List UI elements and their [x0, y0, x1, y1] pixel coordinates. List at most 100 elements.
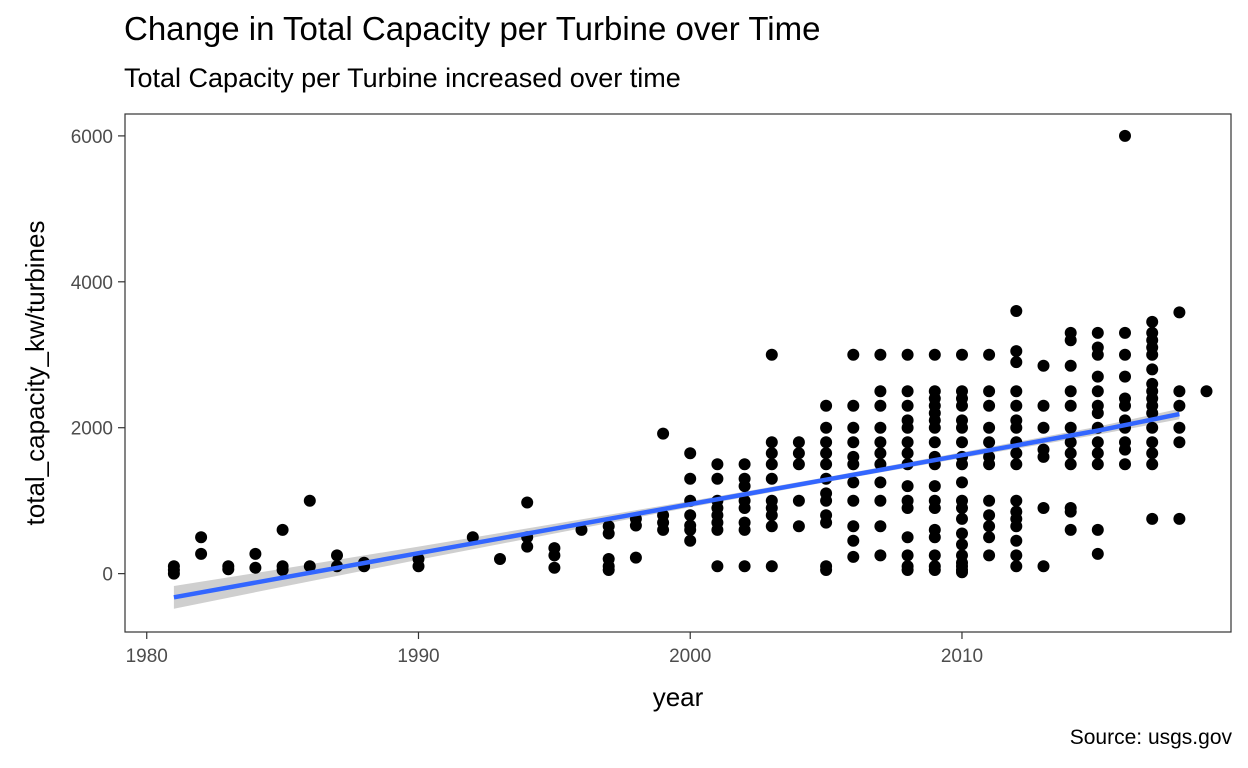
- x-tick-label: 2010: [941, 646, 983, 667]
- data-point: [1064, 447, 1077, 460]
- data-point: [1010, 345, 1023, 358]
- data-point: [1146, 421, 1159, 434]
- x-axis: 1980 1990 2000 2010: [126, 632, 983, 667]
- data-point: [847, 494, 860, 507]
- data-point: [792, 436, 805, 449]
- data-point: [1146, 315, 1159, 328]
- data-point: [1091, 547, 1104, 560]
- data-point: [1173, 512, 1186, 525]
- data-point: [249, 561, 262, 574]
- data-point: [1119, 348, 1131, 361]
- x-tick-label: 1980: [126, 646, 168, 667]
- data-point: [847, 348, 860, 361]
- data-point: [1091, 385, 1104, 398]
- data-point: [684, 534, 697, 547]
- data-point: [792, 494, 805, 507]
- data-point: [684, 519, 697, 532]
- y-axis: 0 2000 4000 6000: [71, 127, 125, 586]
- data-point: [1146, 447, 1159, 460]
- data-point: [901, 414, 914, 427]
- data-point: [901, 436, 914, 449]
- data-point: [684, 472, 697, 485]
- data-point: [901, 447, 914, 460]
- data-point: [820, 458, 833, 471]
- data-point: [983, 421, 996, 434]
- data-point: [1010, 385, 1023, 398]
- data-point: [1010, 414, 1023, 427]
- data-point: [1010, 549, 1023, 562]
- data-point: [847, 399, 860, 412]
- data-point: [956, 549, 968, 562]
- data-point: [1010, 560, 1023, 573]
- data-point: [494, 553, 506, 565]
- data-point: [874, 549, 887, 562]
- data-point: [548, 561, 561, 574]
- data-point: [1010, 447, 1023, 460]
- data-point: [1064, 326, 1077, 339]
- data-point: [847, 436, 860, 449]
- data-point: [847, 476, 860, 489]
- data-point: [521, 496, 534, 509]
- data-point: [602, 553, 615, 565]
- data-point: [901, 494, 914, 507]
- data-point: [1146, 512, 1159, 525]
- data-point: [1091, 458, 1104, 471]
- data-point: [1064, 502, 1077, 514]
- data-point: [629, 551, 642, 564]
- data-point: [1037, 560, 1050, 573]
- data-point: [1146, 326, 1159, 339]
- data-point: [1119, 370, 1131, 383]
- data-point: [1010, 399, 1023, 412]
- data-point: [1064, 458, 1077, 471]
- data-point: [738, 458, 751, 471]
- data-point: [1119, 326, 1131, 339]
- data-point: [874, 494, 887, 507]
- data-point: [765, 560, 778, 573]
- data-point: [1173, 399, 1186, 412]
- data-point: [983, 549, 996, 562]
- data-point: [956, 538, 968, 551]
- data-point: [847, 534, 860, 547]
- data-point: [711, 458, 724, 471]
- y-tick-label: 0: [102, 565, 113, 586]
- data-point: [1037, 421, 1050, 434]
- data-point: [1037, 502, 1050, 514]
- data-point: [1173, 385, 1186, 398]
- data-point: [792, 447, 805, 460]
- data-point: [847, 520, 860, 533]
- data-point: [956, 436, 968, 449]
- data-point: [820, 399, 833, 412]
- data-point: [711, 472, 724, 485]
- chart-subtitle: Total Capacity per Turbine increased ove…: [124, 63, 681, 93]
- data-point: [684, 509, 697, 522]
- data-point: [874, 399, 887, 412]
- points-layer: [167, 129, 1213, 580]
- data-point: [1010, 356, 1023, 369]
- data-point: [1091, 447, 1104, 460]
- data-point: [1091, 341, 1104, 354]
- data-point: [928, 523, 941, 536]
- data-point: [874, 436, 887, 449]
- data-point: [956, 348, 968, 361]
- data-point: [983, 399, 996, 412]
- x-tick-label: 1990: [397, 646, 439, 667]
- data-point: [874, 421, 887, 434]
- data-point: [983, 520, 996, 533]
- data-point: [1064, 421, 1077, 434]
- data-point: [1173, 306, 1186, 319]
- data-point: [1091, 326, 1104, 339]
- data-point: [874, 348, 887, 361]
- data-point: [1010, 505, 1023, 518]
- y-axis-title: total_capacity_kw/turbines: [20, 221, 50, 526]
- data-point: [765, 436, 778, 449]
- data-point: [820, 421, 833, 434]
- x-tick-label: 2000: [669, 646, 711, 667]
- data-point: [195, 547, 208, 560]
- data-point: [575, 523, 588, 536]
- data-point: [1173, 436, 1186, 449]
- data-point: [1200, 385, 1213, 398]
- data-point: [657, 427, 670, 440]
- data-point: [1010, 458, 1023, 471]
- data-point: [901, 560, 914, 573]
- data-point: [820, 509, 833, 522]
